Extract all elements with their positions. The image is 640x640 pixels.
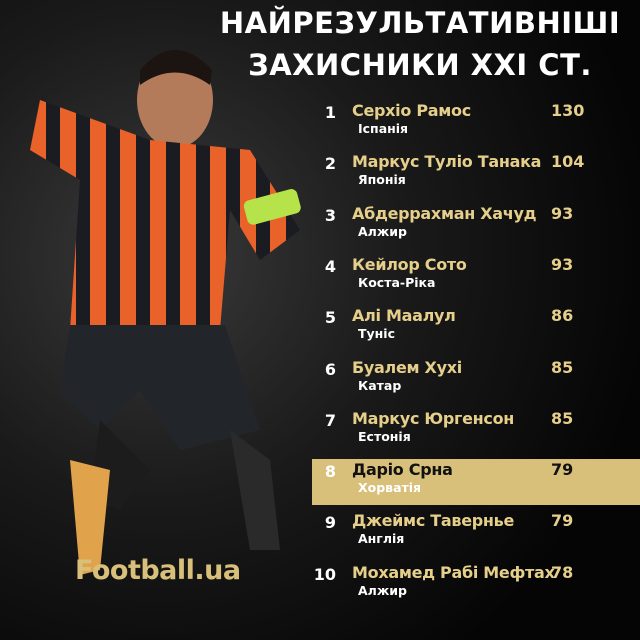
player-country: Японія: [358, 172, 406, 188]
player-country: Іспанія: [358, 121, 409, 136]
goals-count: 130: [551, 101, 585, 120]
player-name: Джеймс Тавернье: [352, 511, 515, 531]
player-name: Буалем Хухі: [352, 357, 462, 377]
ranking-row: 10 Мохамед Рабі Мефтах Алжир 78: [312, 562, 640, 608]
goals-count: 104: [551, 152, 585, 172]
ranking-row: 2 Маркус Туліо Танака Японія 104: [312, 151, 640, 197]
player-name: Даріо Срна: [352, 460, 453, 480]
player-country: Англія: [358, 531, 405, 547]
rank: 6: [324, 359, 336, 379]
player-name: Серхіо Рамос: [352, 101, 471, 120]
ranking-row: 9 Джеймс Тавернье Англія 79: [312, 510, 640, 556]
goals-count: 79: [551, 460, 574, 480]
ranking-row: 1 Серхіо Рамос Іспанія 130: [312, 100, 640, 146]
player-name: Алі Маалул: [352, 306, 456, 326]
rank: 2: [324, 154, 336, 174]
goals-count: 78: [551, 562, 574, 582]
rank: 8: [324, 462, 336, 482]
rank: 5: [324, 308, 336, 328]
player-country: Туніс: [358, 326, 396, 342]
rank: 9: [324, 513, 336, 533]
player-name: Мохамед Рабі Мефтах: [352, 562, 555, 582]
goals-count: 85: [551, 357, 574, 377]
goals-count: 86: [551, 306, 574, 326]
football-ua-logo: Football.ua: [75, 555, 241, 586]
rank: 3: [324, 205, 336, 225]
player-country: Катар: [358, 377, 402, 393]
ranking-row: 4 Кейлор Сото Коста-Ріка 93: [312, 254, 640, 300]
player-name: Маркус Туліо Танака: [352, 152, 542, 172]
title-line-1: НАЙРЕЗУЛЬТАТИВНІШІ: [219, 6, 621, 40]
rank: 4: [324, 256, 336, 276]
player-country: Алжир: [358, 223, 407, 239]
goals-count: 93: [551, 254, 574, 274]
ranking-row: 5 Алі Маалул Туніс 86: [312, 305, 640, 351]
player-name: Маркус Юргенсон: [352, 408, 515, 428]
ranking-row: 6 Буалем Хухі Катар 85: [312, 357, 640, 403]
player-country: Алжир: [358, 582, 407, 598]
ranking-row: 7 Маркус Юргенсон Естонія 85: [312, 408, 640, 454]
player-country: Естонія: [358, 428, 411, 444]
goals-count: 93: [551, 203, 574, 223]
player-photo: [30, 50, 301, 575]
player-name: Абдеррахман Хачуд: [352, 203, 537, 223]
ranking-row: 3 Абдеррахман Хачуд Алжир 93: [312, 203, 640, 249]
goals-count: 85: [551, 408, 574, 428]
rank: 7: [324, 410, 336, 430]
player-country: Хорватія: [358, 480, 422, 496]
goals-count: 79: [551, 511, 574, 531]
ranking-row: 8 Даріо Срна Хорватія 79: [312, 459, 640, 506]
player-name: Кейлор Сото: [352, 254, 467, 274]
title-line-2: ЗАХИСНИКИ XXI СТ.: [248, 48, 592, 82]
player-country: Коста-Ріка: [358, 274, 436, 290]
rank: 1: [324, 103, 336, 122]
rank: 10: [313, 564, 336, 584]
